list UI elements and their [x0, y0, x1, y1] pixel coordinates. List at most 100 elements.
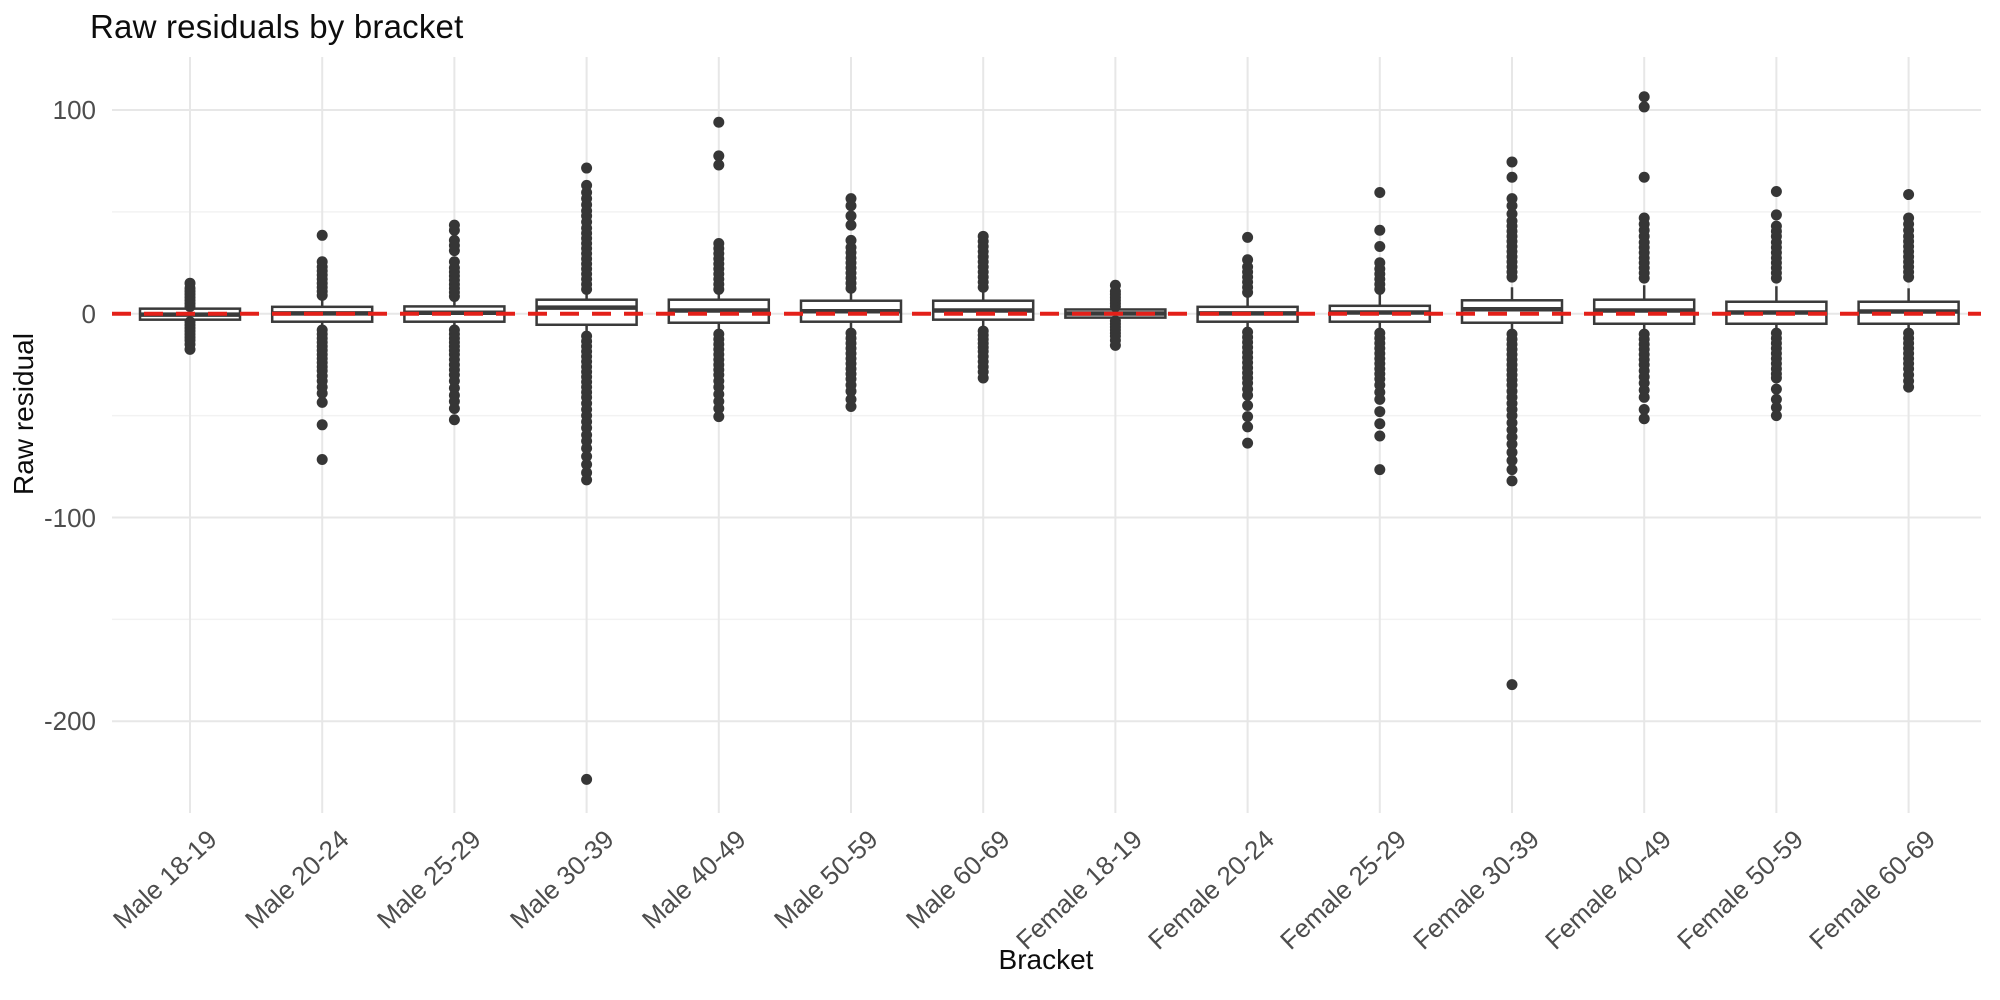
outlier-dot	[1770, 209, 1782, 221]
outlier-dot	[1242, 399, 1254, 411]
outlier-dot	[581, 773, 593, 785]
x-axis-title: Bracket	[998, 944, 1094, 975]
outlier-dot	[1770, 383, 1782, 395]
outlier-dot	[1242, 437, 1254, 449]
outlier-dot	[581, 450, 593, 462]
outlier-dot	[1506, 446, 1518, 458]
boxplot-male-18-19	[138, 277, 242, 355]
outlier-dot	[1506, 438, 1518, 450]
outlier-dot	[845, 193, 857, 205]
outlier-dot	[448, 256, 460, 268]
outlier-dot	[316, 387, 328, 399]
outlier-dot	[845, 234, 857, 246]
outlier-dot	[713, 150, 725, 162]
boxplot-female-50-59	[1725, 185, 1828, 422]
outlier-dot	[316, 453, 328, 465]
outlier-dot	[1506, 475, 1518, 487]
outlier-dot	[713, 159, 725, 171]
outlier-dot	[713, 403, 725, 415]
boxplot-male-25-29	[403, 219, 506, 426]
outlier-dot	[448, 234, 460, 246]
box-iqr	[535, 298, 638, 327]
outlier-dot	[1903, 212, 1915, 224]
outlier-dot	[1770, 220, 1782, 232]
outlier-dot	[581, 162, 593, 174]
outlier-dot	[316, 419, 328, 431]
outlier-dot	[1638, 171, 1650, 183]
outlier-dot	[1242, 411, 1254, 423]
outlier-dot	[1374, 418, 1386, 430]
y-tick-label-0: 0	[81, 298, 96, 329]
outlier-dot	[1374, 224, 1386, 236]
outlier-dot	[1506, 454, 1518, 466]
outlier-dot	[1242, 389, 1254, 401]
y-tick-label--100: -100	[43, 502, 96, 533]
boxplot-female-25-29	[1328, 187, 1432, 476]
outlier-dot	[1506, 171, 1518, 183]
chart-title: Raw residuals by bracket	[90, 8, 464, 45]
y-tick-label--200: -200	[43, 706, 96, 737]
boxplot-female-40-49	[1592, 91, 1696, 425]
outlier-dot	[1374, 393, 1386, 405]
outlier-dot	[1242, 254, 1254, 266]
outlier-dot	[1374, 187, 1386, 199]
outlier-dot	[1638, 101, 1650, 113]
outlier-dot	[1506, 464, 1518, 476]
outlier-dot	[1374, 241, 1386, 253]
outlier-dot	[1374, 430, 1386, 442]
outlier-dot	[1903, 189, 1915, 201]
outlier-dot	[845, 210, 857, 222]
outlier-dot	[1374, 257, 1386, 269]
boxplot-female-60-69	[1857, 189, 1960, 393]
outlier-dot	[977, 230, 989, 242]
outlier-dot	[1109, 279, 1121, 291]
outlier-dot	[1770, 410, 1782, 422]
outlier-dot	[1770, 185, 1782, 197]
outlier-dot	[1638, 404, 1650, 416]
outlier-dot	[845, 385, 857, 397]
outlier-dot	[713, 116, 725, 128]
outlier-dot	[448, 414, 460, 426]
boxplot-male-20-24	[270, 229, 374, 465]
outlier-dot	[1506, 679, 1518, 691]
y-tick-label-100: 100	[52, 94, 96, 125]
boxplot-male-60-69	[931, 230, 1035, 384]
outlier-dot	[1903, 381, 1915, 393]
outlier-dot	[581, 442, 593, 454]
outlier-dot	[1770, 372, 1782, 384]
outlier-dot	[184, 277, 196, 289]
outlier-dot	[1242, 231, 1254, 243]
boxplot-male-30-39	[535, 162, 638, 785]
outlier-dot	[1109, 339, 1121, 351]
outlier-dot	[1506, 193, 1518, 205]
outlier-dot	[316, 229, 328, 241]
outlier-dot	[1374, 406, 1386, 418]
boxplot-male-50-59	[799, 193, 903, 412]
outlier-dot	[1638, 391, 1650, 403]
outlier-dot	[1242, 421, 1254, 433]
outlier-dot	[448, 219, 460, 231]
outlier-dot	[845, 400, 857, 412]
outlier-dot	[845, 219, 857, 231]
boxplot-female-30-39	[1460, 156, 1564, 691]
outlier-dot	[713, 237, 725, 249]
boxplot-male-40-49	[667, 116, 771, 423]
outlier-dot	[316, 256, 328, 268]
outlier-dot	[1374, 464, 1386, 476]
outlier-dot	[1770, 401, 1782, 413]
outlier-dot	[1506, 208, 1518, 220]
outlier-dot	[581, 459, 593, 471]
outlier-dot	[184, 343, 196, 355]
outlier-dot	[1506, 156, 1518, 168]
outlier-dot	[1638, 212, 1650, 224]
outlier-dot	[1638, 91, 1650, 103]
outlier-dot	[581, 179, 593, 191]
outlier-dot	[316, 396, 328, 408]
outlier-dot	[1638, 413, 1650, 425]
outlier-dot	[448, 403, 460, 415]
outlier-dot	[713, 411, 725, 423]
outlier-dot	[977, 372, 989, 384]
outlier-dot	[1770, 393, 1782, 405]
outlier-dot	[581, 474, 593, 486]
